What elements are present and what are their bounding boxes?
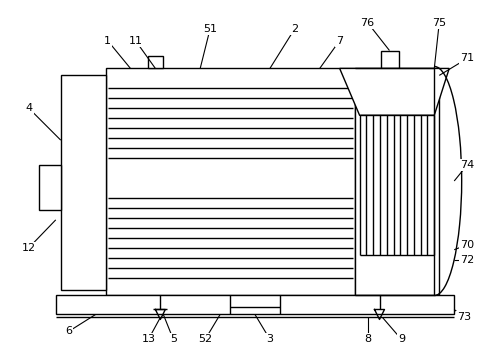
Text: 76: 76 [360, 18, 374, 28]
Text: 51: 51 [203, 24, 217, 34]
Text: 7: 7 [336, 36, 343, 46]
Text: 6: 6 [65, 326, 72, 336]
Bar [381, 51, 399, 69]
Bar [39, 165, 61, 210]
Bar [61, 75, 105, 290]
Text: 2: 2 [291, 24, 298, 34]
Text: 52: 52 [198, 334, 212, 344]
Text: 70: 70 [459, 240, 473, 250]
Text: 3: 3 [266, 334, 273, 344]
Text: 12: 12 [22, 243, 36, 253]
Bar [105, 69, 354, 294]
Text: 72: 72 [459, 255, 473, 265]
Text: 13: 13 [141, 334, 155, 344]
Text: 4: 4 [25, 103, 33, 113]
Text: 75: 75 [431, 18, 445, 28]
Text: 9: 9 [397, 334, 404, 344]
Text: 73: 73 [456, 312, 470, 322]
Polygon shape [339, 69, 448, 115]
Text: 8: 8 [363, 334, 370, 344]
Text: 71: 71 [459, 53, 473, 64]
Bar [148, 56, 163, 69]
Bar [56, 294, 453, 314]
Text: 74: 74 [459, 160, 473, 170]
Bar [354, 69, 438, 294]
Text: 1: 1 [104, 36, 111, 46]
Text: 11: 11 [128, 36, 142, 46]
Text: 5: 5 [169, 334, 176, 344]
